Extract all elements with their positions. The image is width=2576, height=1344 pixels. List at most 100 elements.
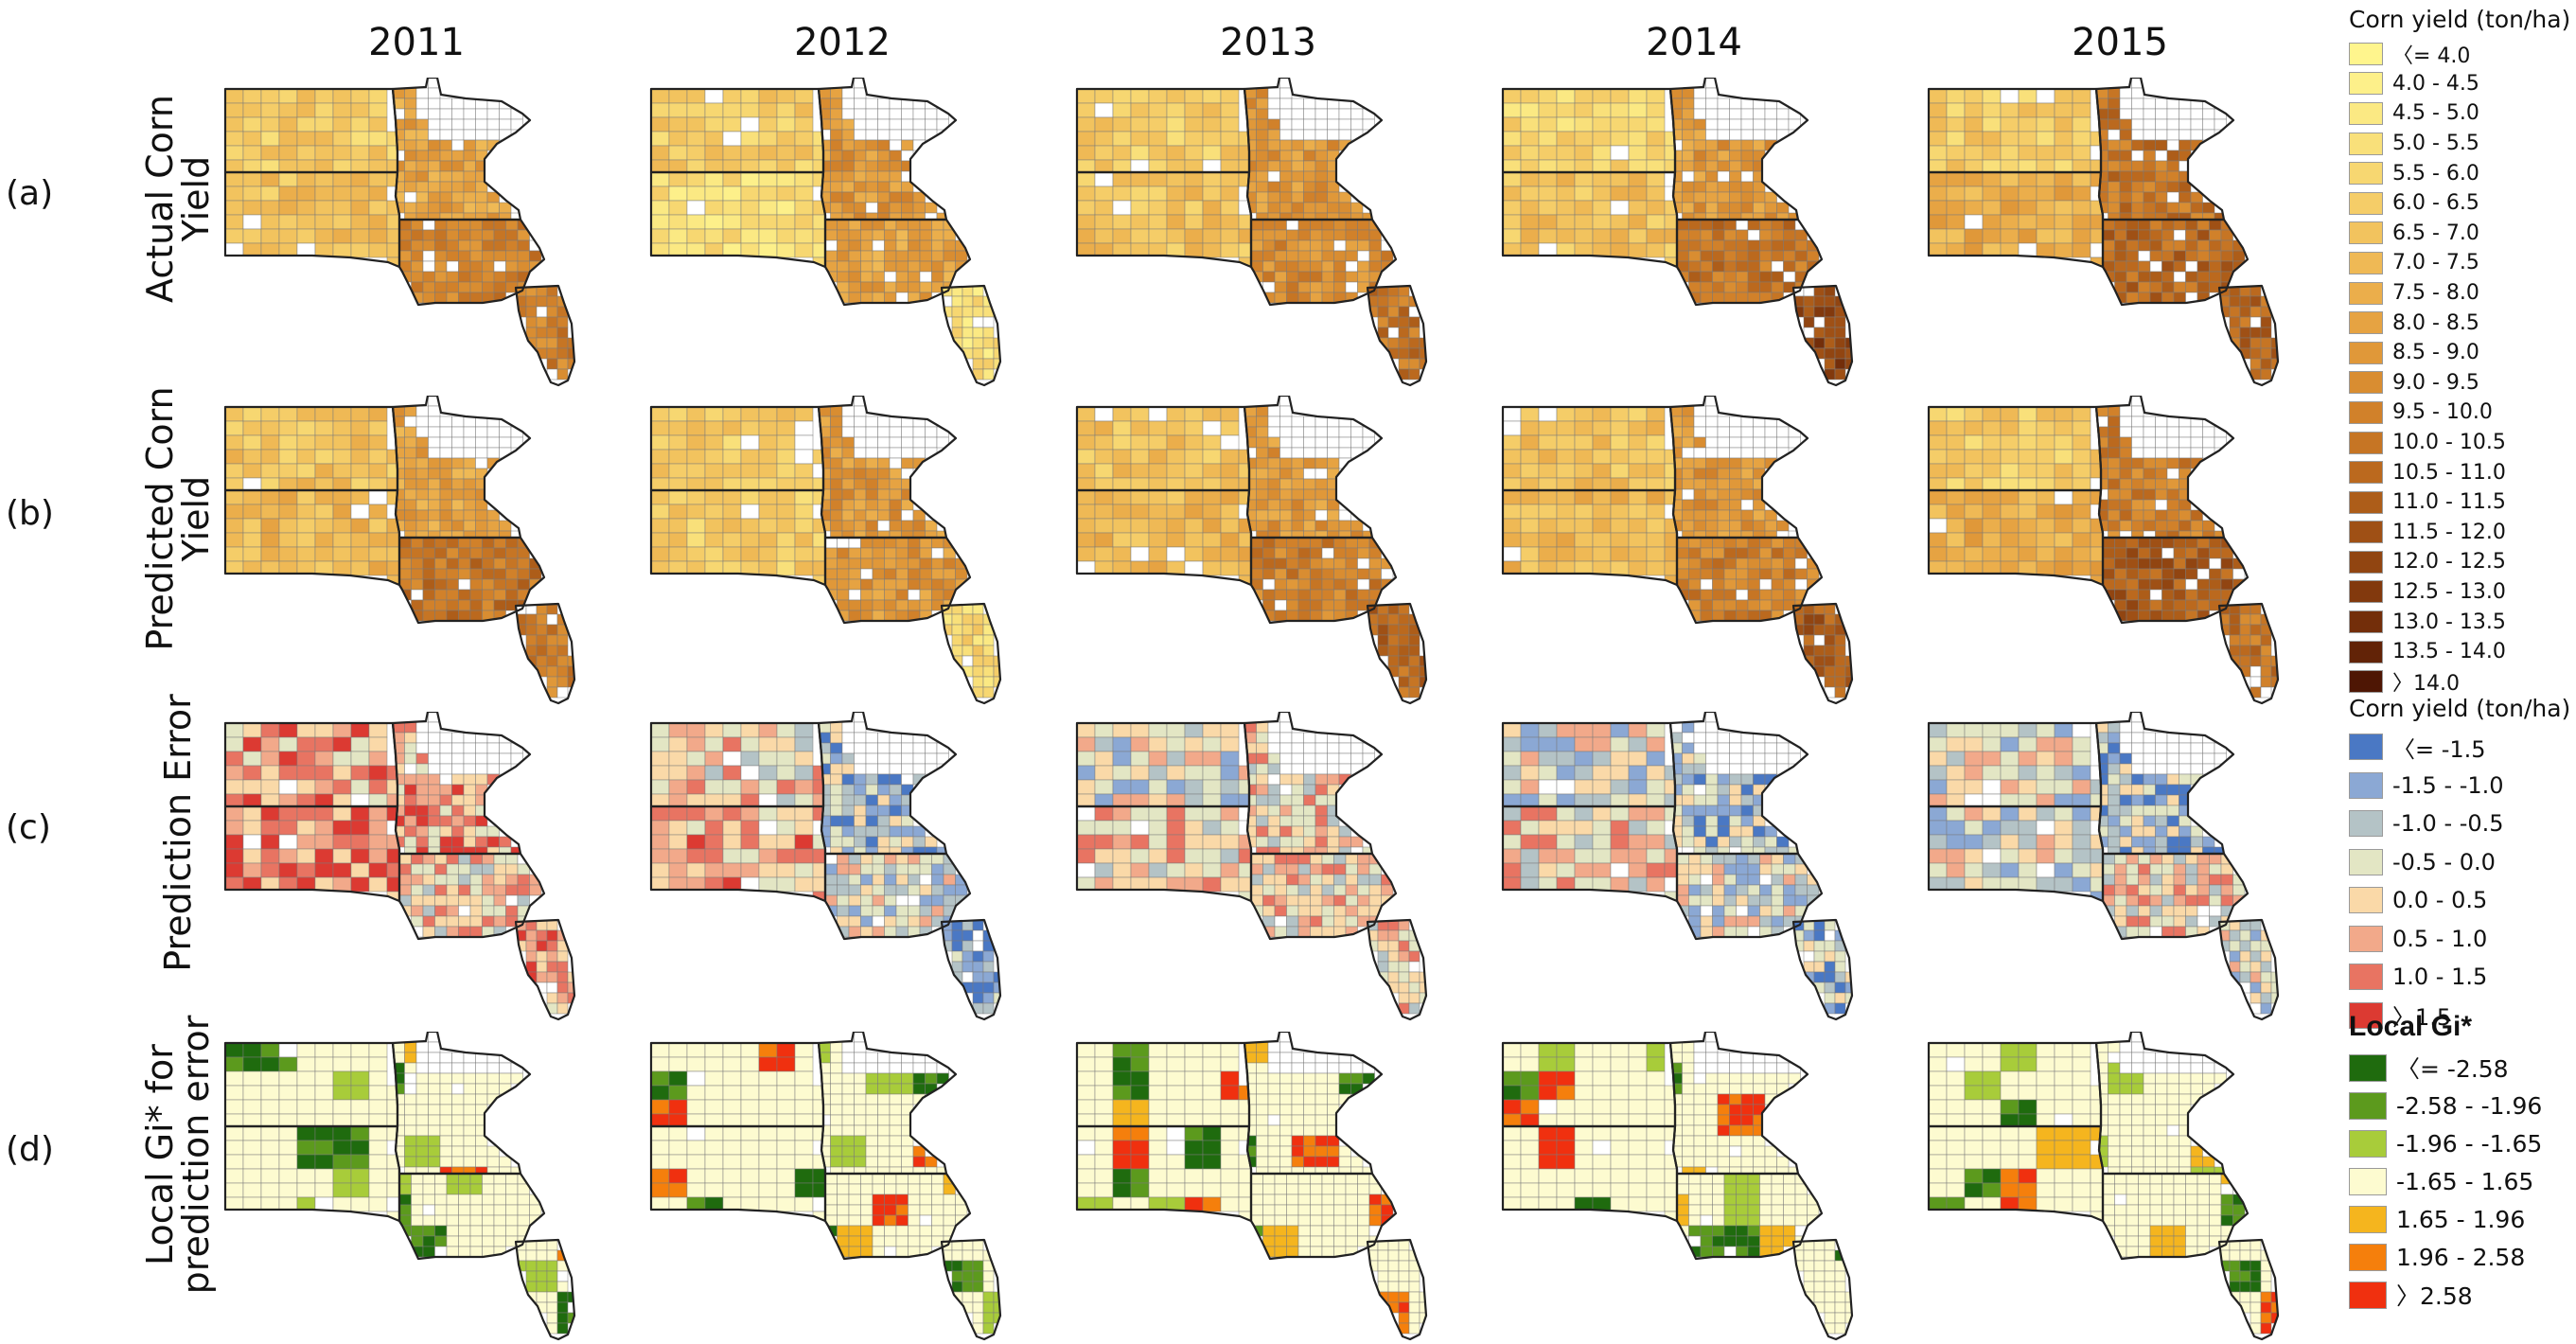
county	[483, 261, 495, 272]
county	[1741, 469, 1754, 479]
county	[2037, 407, 2055, 421]
county	[506, 579, 519, 590]
county	[1113, 780, 1131, 794]
county	[723, 215, 741, 229]
county	[1275, 885, 1287, 895]
county	[1311, 864, 1323, 875]
county	[279, 132, 297, 146]
county	[483, 240, 495, 251]
county	[1221, 146, 1239, 160]
county	[470, 579, 483, 590]
county	[1647, 547, 1665, 561]
county	[2186, 251, 2198, 261]
county	[452, 774, 465, 785]
county	[866, 795, 878, 805]
county	[440, 458, 452, 469]
county	[1503, 519, 1521, 533]
county	[983, 338, 994, 348]
state-nd-counties	[225, 89, 405, 174]
county	[687, 835, 705, 849]
county	[861, 600, 873, 610]
county	[849, 261, 861, 272]
county	[1683, 733, 1695, 743]
state-nd-counties	[1929, 89, 2108, 174]
county	[861, 230, 873, 240]
county	[1251, 220, 1263, 230]
county	[669, 117, 687, 132]
county	[1689, 230, 1702, 240]
county	[476, 479, 488, 489]
county	[2055, 407, 2073, 421]
county	[333, 849, 351, 863]
county	[777, 490, 795, 504]
county	[1077, 172, 1095, 186]
county	[1947, 421, 1965, 435]
county	[855, 203, 867, 213]
county	[530, 885, 542, 895]
county	[1929, 132, 1947, 146]
county	[705, 407, 723, 421]
county	[723, 435, 741, 450]
county	[2073, 435, 2091, 450]
county	[279, 103, 297, 117]
county	[838, 854, 850, 864]
county	[416, 479, 429, 489]
county	[973, 645, 983, 656]
county	[842, 733, 855, 743]
county	[2186, 538, 2198, 548]
county	[1647, 407, 1665, 421]
county	[1629, 490, 1647, 504]
county	[2167, 500, 2179, 510]
county	[225, 737, 243, 752]
county	[447, 261, 459, 272]
county	[1287, 916, 1299, 927]
county	[723, 229, 741, 243]
county	[1737, 600, 1749, 610]
county	[723, 464, 741, 478]
county	[518, 240, 530, 251]
county	[429, 479, 441, 489]
county	[1706, 458, 1719, 469]
county	[452, 182, 465, 192]
county	[2037, 117, 2055, 132]
county	[1280, 795, 1293, 805]
county	[1388, 656, 1399, 666]
county	[494, 272, 506, 282]
row-title: Actual Corn Yield	[142, 57, 214, 341]
county	[669, 172, 687, 186]
county	[777, 877, 795, 892]
county	[687, 821, 705, 835]
county	[429, 119, 441, 130]
county	[547, 993, 557, 1003]
county	[315, 766, 333, 780]
county	[297, 723, 315, 737]
county	[1409, 666, 1420, 677]
county	[1983, 490, 2001, 504]
county	[831, 795, 843, 805]
county	[759, 146, 777, 160]
county	[261, 117, 279, 132]
county	[1575, 806, 1593, 821]
county	[1292, 500, 1304, 510]
county	[669, 464, 687, 478]
county	[1718, 448, 1730, 458]
county	[873, 885, 885, 895]
county	[913, 448, 926, 458]
county	[315, 407, 333, 421]
county	[651, 215, 669, 229]
county	[2108, 427, 2121, 437]
county	[1334, 261, 1347, 272]
county	[1929, 504, 1947, 519]
county	[831, 437, 843, 448]
county	[896, 240, 909, 251]
county	[849, 292, 861, 303]
county	[333, 464, 351, 478]
county	[1334, 548, 1347, 558]
county	[1292, 826, 1304, 837]
county	[1185, 117, 1203, 132]
county	[416, 826, 429, 837]
county	[1399, 645, 1409, 656]
county	[547, 359, 557, 369]
county	[1718, 795, 1730, 805]
county	[890, 837, 902, 847]
